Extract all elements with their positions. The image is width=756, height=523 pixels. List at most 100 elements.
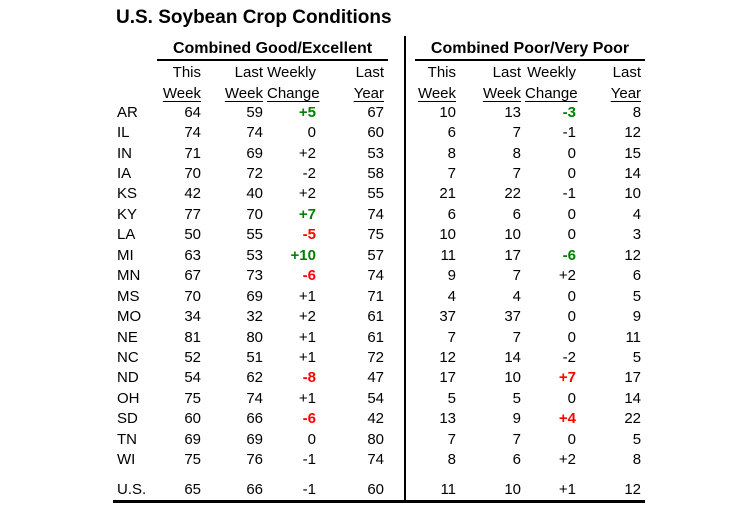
poor-last-week-value: 4 bbox=[512, 287, 522, 305]
poor-last-year-value: 22 bbox=[624, 410, 642, 428]
state-label: NE bbox=[117, 328, 138, 346]
col-header-poor-last-1: Last bbox=[492, 64, 522, 81]
good-this-week-value: 77 bbox=[184, 205, 201, 223]
good-this-week-value: 81 bbox=[184, 328, 201, 346]
corner-cell bbox=[113, 81, 157, 102]
good-weekly-change-value: +2 bbox=[298, 308, 316, 326]
good-last-week-value: 40 bbox=[246, 185, 263, 203]
poor-last-week-value: 7 bbox=[512, 165, 522, 183]
poor-weekly-change-value: -2 bbox=[562, 348, 577, 366]
state-label: MN bbox=[117, 267, 141, 285]
good-weekly-change-value: +2 bbox=[298, 185, 316, 203]
good-last-week-value: 55 bbox=[246, 226, 263, 244]
poor-this-week-value: 7 bbox=[447, 328, 457, 346]
good-weekly-change-value: +1 bbox=[298, 348, 316, 366]
poor-last-week-value: 7 bbox=[512, 430, 522, 448]
good-weekly-change-value: +5 bbox=[298, 103, 316, 121]
table-row: SD 60 66 -6 42 13 9 +4 22 bbox=[113, 408, 645, 429]
table-row: WI 75 76 -1 74 8 6 +2 8 bbox=[113, 449, 645, 470]
poor-last-week-value: 10 bbox=[460, 479, 526, 503]
good-last-year-value: 71 bbox=[367, 287, 385, 305]
section-header-poor-very-poor: Combined Poor/Very Poor bbox=[415, 36, 646, 61]
section-divider bbox=[388, 224, 416, 246]
crop-conditions-table: Combined Good/Excellent Combined Poor/Ve… bbox=[113, 36, 646, 503]
section-divider bbox=[388, 36, 416, 60]
col-header-good-last-1: Last bbox=[234, 64, 263, 81]
table-row: NE 81 80 +1 61 7 7 0 11 bbox=[113, 326, 645, 348]
good-weekly-change-value: -6 bbox=[302, 267, 316, 285]
table-row: TN 69 69 0 80 7 7 0 5 bbox=[113, 429, 645, 450]
poor-weekly-change-value: 0 bbox=[567, 389, 577, 407]
poor-last-week-value: 7 bbox=[512, 267, 522, 285]
good-weekly-change-value: +1 bbox=[298, 389, 316, 407]
poor-weekly-change-value: +4 bbox=[558, 410, 577, 428]
table-row: KY 77 70 +7 74 6 6 0 4 bbox=[113, 204, 645, 225]
good-last-year-value: 42 bbox=[367, 410, 385, 428]
poor-this-week-value: 37 bbox=[439, 308, 457, 326]
table-row: KS 42 40 +2 55 21 22 -1 10 bbox=[113, 183, 645, 205]
col-header-poor-lastyear-1: Last bbox=[612, 64, 642, 81]
poor-last-week-value bbox=[460, 470, 525, 480]
poor-last-year-value: 10 bbox=[624, 185, 642, 203]
table-row: IL 74 74 0 60 6 7 -1 12 bbox=[113, 122, 645, 143]
table-row: MO 34 32 +2 61 37 37 0 9 bbox=[113, 306, 645, 327]
poor-last-year-value: 12 bbox=[580, 479, 646, 503]
state-label: OH bbox=[117, 389, 140, 407]
section-divider bbox=[388, 142, 416, 164]
good-last-week-value: 32 bbox=[246, 308, 263, 326]
col-header-poor-last-2: Week bbox=[482, 85, 522, 102]
good-last-year-value: 74 bbox=[367, 267, 385, 285]
good-last-year-value: 74 bbox=[367, 451, 385, 469]
poor-last-week-value: 10 bbox=[504, 369, 522, 387]
good-last-week-value: 74 bbox=[246, 389, 263, 407]
good-last-week-value: 73 bbox=[246, 267, 263, 285]
good-last-week-value: 72 bbox=[246, 165, 263, 183]
good-weekly-change-value: -2 bbox=[302, 165, 316, 183]
state-label: IA bbox=[117, 165, 132, 183]
poor-last-week-value: 7 bbox=[512, 328, 522, 346]
good-weekly-change-value: -1 bbox=[302, 451, 316, 469]
poor-weekly-change-value: 0 bbox=[567, 144, 577, 162]
good-last-year-value: 61 bbox=[367, 328, 385, 346]
section-divider bbox=[388, 285, 416, 307]
poor-this-week-value: 12 bbox=[439, 348, 457, 366]
table-header: Combined Good/Excellent Combined Poor/Ve… bbox=[113, 36, 646, 102]
poor-last-year-value: 9 bbox=[632, 308, 642, 326]
state-label: ND bbox=[117, 369, 139, 387]
table-row: OH 75 74 +1 54 5 5 0 14 bbox=[113, 388, 645, 409]
section-divider bbox=[388, 183, 416, 205]
section-divider bbox=[388, 347, 416, 368]
poor-last-week-value: 8 bbox=[512, 144, 522, 162]
poor-this-week-value: 10 bbox=[439, 103, 457, 121]
good-last-year-value: 47 bbox=[367, 369, 385, 387]
poor-this-week-value: 17 bbox=[439, 369, 457, 387]
good-last-year-value: 55 bbox=[367, 185, 385, 203]
state-label: U.S. bbox=[113, 479, 157, 503]
poor-last-week-value: 22 bbox=[504, 185, 522, 203]
poor-weekly-change-value: +7 bbox=[558, 369, 577, 387]
good-weekly-change-value: +1 bbox=[298, 287, 316, 305]
section-divider bbox=[388, 469, 416, 480]
state-label: SD bbox=[117, 410, 138, 428]
good-last-year-value: 58 bbox=[367, 165, 385, 183]
table-row: MN 67 73 -6 74 9 7 +2 6 bbox=[113, 265, 645, 286]
good-this-week-value: 34 bbox=[184, 308, 201, 326]
good-last-week-value: 62 bbox=[246, 369, 263, 387]
good-last-year-value: 54 bbox=[367, 389, 385, 407]
good-last-week-value: 66 bbox=[205, 479, 267, 503]
corner-cell bbox=[113, 36, 157, 60]
poor-last-year-value: 11 bbox=[625, 328, 642, 346]
poor-last-year-value: 12 bbox=[624, 124, 642, 142]
poor-last-year-value: 5 bbox=[632, 287, 642, 305]
table-row: ND 54 62 -8 47 17 10 +7 17 bbox=[113, 367, 645, 389]
table-row: LA 50 55 -5 75 10 10 0 3 bbox=[113, 224, 645, 246]
good-last-week-value bbox=[205, 470, 267, 480]
poor-weekly-change-value: -3 bbox=[562, 103, 577, 121]
poor-last-year-value: 3 bbox=[632, 226, 642, 244]
good-last-year-value: 53 bbox=[367, 144, 385, 162]
section-divider bbox=[388, 408, 416, 429]
section-divider bbox=[388, 449, 416, 470]
poor-last-year-value: 8 bbox=[632, 451, 642, 469]
section-divider bbox=[388, 163, 416, 184]
col-header-good-this-2: Week bbox=[162, 85, 201, 102]
